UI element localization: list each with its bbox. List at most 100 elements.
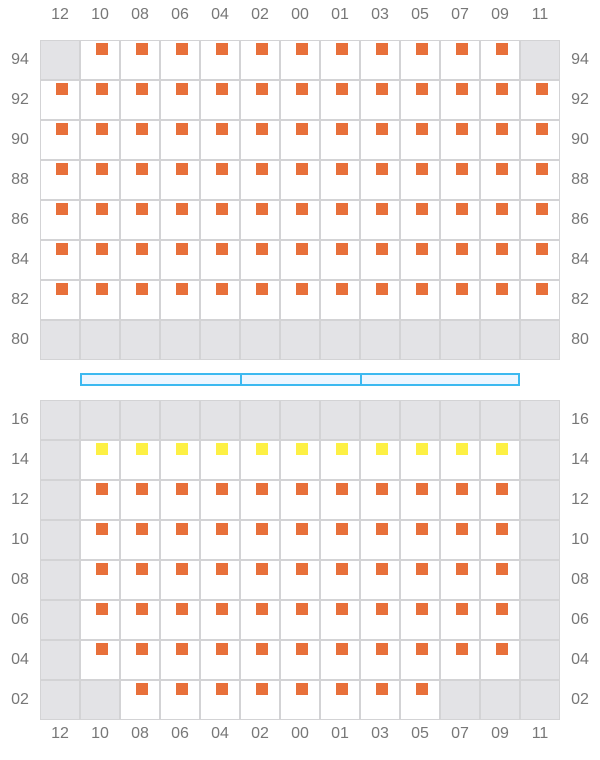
occupied-seat[interactable] bbox=[536, 243, 548, 255]
seat-cell[interactable] bbox=[120, 480, 160, 520]
occupied-seat[interactable] bbox=[176, 523, 188, 535]
seat-cell[interactable] bbox=[200, 40, 240, 80]
seat-cell[interactable] bbox=[400, 240, 440, 280]
selected-seat[interactable] bbox=[176, 443, 188, 455]
occupied-seat[interactable] bbox=[496, 643, 508, 655]
seat-cell[interactable] bbox=[200, 480, 240, 520]
selected-seat[interactable] bbox=[456, 443, 468, 455]
seat-cell[interactable] bbox=[120, 640, 160, 680]
occupied-seat[interactable] bbox=[216, 603, 228, 615]
seat-cell[interactable] bbox=[280, 160, 320, 200]
occupied-seat[interactable] bbox=[336, 603, 348, 615]
occupied-seat[interactable] bbox=[416, 483, 428, 495]
seat-cell[interactable] bbox=[80, 560, 120, 600]
seat-cell[interactable] bbox=[280, 520, 320, 560]
occupied-seat[interactable] bbox=[376, 563, 388, 575]
seat-cell[interactable] bbox=[120, 160, 160, 200]
seat-cell[interactable] bbox=[200, 200, 240, 240]
seat-cell[interactable] bbox=[80, 440, 120, 480]
seat-cell[interactable] bbox=[160, 200, 200, 240]
seat-cell[interactable] bbox=[40, 280, 80, 320]
occupied-seat[interactable] bbox=[456, 123, 468, 135]
occupied-seat[interactable] bbox=[136, 603, 148, 615]
occupied-seat[interactable] bbox=[296, 683, 308, 695]
occupied-seat[interactable] bbox=[136, 83, 148, 95]
occupied-seat[interactable] bbox=[376, 163, 388, 175]
occupied-seat[interactable] bbox=[256, 283, 268, 295]
occupied-seat[interactable] bbox=[336, 643, 348, 655]
seat-cell[interactable] bbox=[440, 120, 480, 160]
selected-seat[interactable] bbox=[496, 443, 508, 455]
seat-cell[interactable] bbox=[440, 40, 480, 80]
occupied-seat[interactable] bbox=[456, 483, 468, 495]
seat-cell[interactable] bbox=[360, 240, 400, 280]
seat-cell[interactable] bbox=[80, 520, 120, 560]
seat-cell[interactable] bbox=[320, 280, 360, 320]
occupied-seat[interactable] bbox=[56, 203, 68, 215]
seat-cell[interactable] bbox=[440, 280, 480, 320]
seat-cell[interactable] bbox=[80, 40, 120, 80]
occupied-seat[interactable] bbox=[536, 163, 548, 175]
seat-cell[interactable] bbox=[400, 520, 440, 560]
seat-cell[interactable] bbox=[240, 160, 280, 200]
seat-cell[interactable] bbox=[120, 280, 160, 320]
seat-cell[interactable] bbox=[200, 520, 240, 560]
occupied-seat[interactable] bbox=[216, 563, 228, 575]
seat-cell[interactable] bbox=[280, 440, 320, 480]
occupied-seat[interactable] bbox=[336, 123, 348, 135]
occupied-seat[interactable] bbox=[96, 43, 108, 55]
seat-cell[interactable] bbox=[240, 80, 280, 120]
seat-cell[interactable] bbox=[240, 600, 280, 640]
occupied-seat[interactable] bbox=[256, 563, 268, 575]
occupied-seat[interactable] bbox=[216, 483, 228, 495]
seat-cell[interactable] bbox=[120, 520, 160, 560]
seat-cell[interactable] bbox=[200, 680, 240, 720]
seat-cell[interactable] bbox=[320, 200, 360, 240]
occupied-seat[interactable] bbox=[416, 603, 428, 615]
occupied-seat[interactable] bbox=[96, 163, 108, 175]
seat-cell[interactable] bbox=[400, 200, 440, 240]
occupied-seat[interactable] bbox=[96, 123, 108, 135]
occupied-seat[interactable] bbox=[136, 283, 148, 295]
seat-cell[interactable] bbox=[480, 40, 520, 80]
seat-cell[interactable] bbox=[160, 560, 200, 600]
occupied-seat[interactable] bbox=[176, 643, 188, 655]
seat-cell[interactable] bbox=[320, 480, 360, 520]
occupied-seat[interactable] bbox=[496, 563, 508, 575]
occupied-seat[interactable] bbox=[496, 603, 508, 615]
occupied-seat[interactable] bbox=[496, 203, 508, 215]
seat-cell[interactable] bbox=[440, 160, 480, 200]
occupied-seat[interactable] bbox=[416, 523, 428, 535]
selected-seat[interactable] bbox=[416, 443, 428, 455]
seat-cell[interactable] bbox=[280, 120, 320, 160]
seat-cell[interactable] bbox=[240, 640, 280, 680]
seat-cell[interactable] bbox=[320, 520, 360, 560]
occupied-seat[interactable] bbox=[176, 603, 188, 615]
occupied-seat[interactable] bbox=[336, 243, 348, 255]
seat-cell[interactable] bbox=[160, 160, 200, 200]
seat-cell[interactable] bbox=[320, 120, 360, 160]
occupied-seat[interactable] bbox=[256, 83, 268, 95]
occupied-seat[interactable] bbox=[496, 283, 508, 295]
seat-cell[interactable] bbox=[360, 80, 400, 120]
seat-cell[interactable] bbox=[280, 280, 320, 320]
occupied-seat[interactable] bbox=[136, 243, 148, 255]
occupied-seat[interactable] bbox=[176, 163, 188, 175]
occupied-seat[interactable] bbox=[296, 203, 308, 215]
seat-cell[interactable] bbox=[80, 640, 120, 680]
seat-cell[interactable] bbox=[240, 240, 280, 280]
seat-cell[interactable] bbox=[120, 680, 160, 720]
seat-cell[interactable] bbox=[400, 480, 440, 520]
seat-cell[interactable] bbox=[200, 640, 240, 680]
seat-cell[interactable] bbox=[120, 240, 160, 280]
occupied-seat[interactable] bbox=[456, 203, 468, 215]
seat-cell[interactable] bbox=[160, 640, 200, 680]
seat-cell[interactable] bbox=[240, 200, 280, 240]
seat-cell[interactable] bbox=[200, 240, 240, 280]
seat-cell[interactable] bbox=[440, 240, 480, 280]
seat-cell[interactable] bbox=[360, 40, 400, 80]
occupied-seat[interactable] bbox=[376, 123, 388, 135]
occupied-seat[interactable] bbox=[256, 163, 268, 175]
seat-cell[interactable] bbox=[160, 40, 200, 80]
seat-cell[interactable] bbox=[440, 520, 480, 560]
